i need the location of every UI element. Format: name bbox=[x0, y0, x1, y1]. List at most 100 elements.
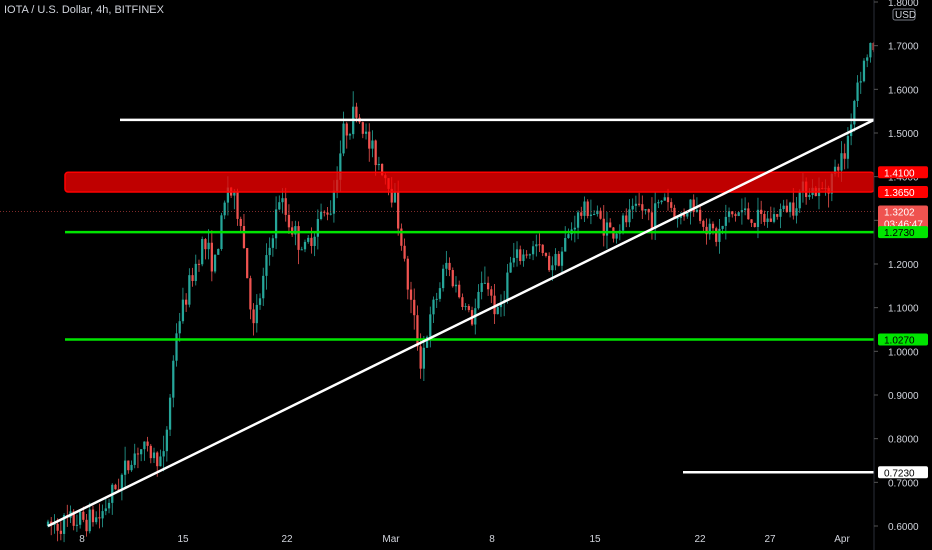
candle bbox=[213, 254, 217, 274]
candle bbox=[637, 192, 641, 207]
candle bbox=[368, 123, 371, 162]
candle bbox=[798, 189, 801, 213]
candle bbox=[621, 213, 625, 235]
candle bbox=[862, 58, 866, 83]
candle bbox=[297, 221, 300, 265]
price-axis[interactable]: 1.80001.70001.60001.50001.40001.30001.20… bbox=[873, 0, 932, 550]
resistance-zone[interactable] bbox=[64, 171, 875, 193]
plot-area[interactable] bbox=[46, 37, 917, 543]
candle bbox=[271, 234, 274, 257]
candle bbox=[120, 473, 124, 501]
candle bbox=[448, 257, 451, 277]
target-tag: 0.7230 bbox=[878, 466, 928, 479]
candle bbox=[361, 121, 364, 139]
candle bbox=[782, 199, 785, 212]
candle bbox=[204, 238, 207, 260]
candle bbox=[702, 219, 705, 232]
candle bbox=[573, 215, 576, 243]
candle bbox=[853, 99, 856, 132]
candle bbox=[191, 267, 194, 287]
candle bbox=[168, 393, 172, 436]
candle bbox=[718, 218, 721, 254]
candle bbox=[291, 221, 294, 237]
y-tick-label: 1.7000 bbox=[888, 42, 919, 53]
chart-title: IOTA / U.S. Dollar, 4h, BITFINEX bbox=[4, 4, 164, 16]
candle bbox=[278, 195, 281, 211]
candle bbox=[104, 496, 107, 516]
x-tick-label: 22 bbox=[281, 534, 293, 545]
candle bbox=[188, 268, 191, 308]
candle bbox=[432, 296, 435, 323]
candle bbox=[319, 203, 323, 221]
candle bbox=[364, 123, 368, 140]
candle bbox=[175, 323, 178, 367]
candle bbox=[727, 207, 731, 223]
candle bbox=[46, 519, 50, 528]
resistance-top-tag: 1.4100 bbox=[878, 166, 928, 179]
candle bbox=[589, 199, 593, 225]
candle bbox=[114, 483, 117, 490]
candle bbox=[252, 303, 255, 336]
ascending-trendline[interactable] bbox=[47, 118, 875, 528]
candle bbox=[499, 294, 503, 317]
candle bbox=[303, 239, 307, 253]
candle bbox=[753, 222, 756, 228]
candle bbox=[699, 206, 702, 224]
candle bbox=[747, 202, 750, 220]
candle bbox=[503, 290, 506, 317]
candle bbox=[400, 223, 403, 251]
candle bbox=[634, 195, 638, 213]
candle bbox=[307, 235, 310, 244]
candle bbox=[743, 197, 747, 216]
candle bbox=[454, 276, 458, 293]
candle bbox=[760, 200, 763, 224]
candle bbox=[541, 244, 544, 257]
candle bbox=[143, 441, 146, 461]
candle bbox=[657, 199, 660, 209]
candle bbox=[580, 206, 583, 220]
candle bbox=[734, 212, 737, 222]
candle bbox=[146, 436, 149, 452]
candle bbox=[85, 514, 88, 537]
candle bbox=[483, 266, 487, 284]
svg-text:1.4100: 1.4100 bbox=[884, 168, 915, 179]
candle bbox=[544, 252, 548, 258]
candle bbox=[403, 238, 406, 262]
candle bbox=[509, 256, 512, 273]
candle bbox=[641, 195, 644, 219]
candle bbox=[406, 255, 409, 300]
candle bbox=[172, 355, 175, 408]
candle bbox=[519, 245, 522, 265]
candle bbox=[239, 216, 242, 232]
candle bbox=[123, 446, 127, 489]
candle bbox=[345, 121, 348, 149]
candle bbox=[300, 246, 303, 251]
candle bbox=[159, 449, 162, 467]
candle bbox=[785, 199, 788, 213]
candle bbox=[663, 193, 666, 201]
candle bbox=[374, 139, 377, 176]
currency-badge[interactable] bbox=[892, 8, 916, 21]
time-axis[interactable]: 8 15 22 Mar 8 15 22 27 Apr bbox=[79, 534, 850, 545]
y-tick-label: 1.8000 bbox=[888, 0, 919, 9]
candle bbox=[246, 247, 249, 279]
currency-label: USD bbox=[895, 10, 916, 21]
candle bbox=[342, 111, 345, 157]
svg-text:03:46:47: 03:46:47 bbox=[884, 220, 923, 231]
candle bbox=[467, 304, 470, 313]
candle bbox=[564, 226, 567, 252]
candle bbox=[313, 232, 316, 257]
candle bbox=[287, 204, 291, 235]
candle bbox=[612, 227, 615, 243]
candle bbox=[194, 254, 197, 286]
candle bbox=[769, 206, 772, 223]
candle bbox=[458, 280, 461, 299]
candle bbox=[605, 211, 609, 249]
candle bbox=[493, 283, 496, 324]
candle bbox=[210, 230, 213, 282]
candle bbox=[506, 263, 509, 304]
candle bbox=[525, 250, 528, 259]
candle bbox=[371, 130, 374, 158]
